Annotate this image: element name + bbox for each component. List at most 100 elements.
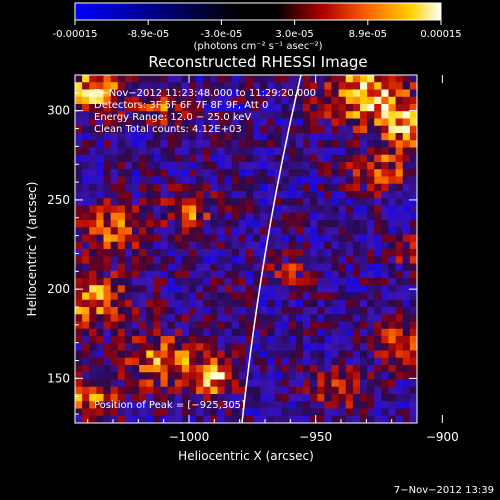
heatmap-cell bbox=[288, 314, 297, 322]
heatmap-cell bbox=[253, 314, 261, 322]
heatmap-cell bbox=[288, 154, 297, 163]
heatmap-cell bbox=[117, 169, 126, 177]
heatmap-cell bbox=[331, 140, 340, 148]
heatmap-cell bbox=[224, 328, 233, 337]
heatmap-cell bbox=[281, 328, 290, 337]
heatmap-cell bbox=[281, 241, 290, 250]
heatmap-cell bbox=[110, 147, 119, 156]
heatmap-cell bbox=[110, 321, 119, 330]
heatmap-cell bbox=[181, 104, 190, 112]
heatmap-cell bbox=[288, 394, 297, 402]
heatmap-cell bbox=[281, 372, 290, 380]
heatmap-cell bbox=[160, 89, 169, 98]
heatmap-cell bbox=[402, 75, 411, 83]
heatmap-cell bbox=[360, 394, 368, 402]
heatmap-cell bbox=[210, 278, 218, 286]
heatmap-cell bbox=[338, 125, 347, 134]
heatmap-cell bbox=[381, 75, 389, 83]
heatmap-cell bbox=[231, 299, 240, 308]
heatmap-cell bbox=[196, 205, 204, 214]
heatmap-cell bbox=[246, 89, 254, 98]
heatmap-cell bbox=[167, 162, 176, 170]
heatmap-cell bbox=[196, 75, 204, 83]
heatmap-cell bbox=[395, 176, 404, 185]
heatmap-cell bbox=[217, 336, 226, 344]
heatmap-cell bbox=[174, 125, 183, 134]
heatmap-cell bbox=[388, 365, 397, 373]
heatmap-cell bbox=[331, 147, 340, 156]
heatmap-cell bbox=[203, 111, 211, 119]
heatmap-cell bbox=[174, 212, 183, 221]
heatmap-cell bbox=[89, 256, 97, 264]
heatmap-cell bbox=[231, 343, 240, 351]
heatmap-cell bbox=[238, 321, 247, 330]
heatmap-cell bbox=[189, 220, 197, 228]
heatmap-cell bbox=[310, 176, 318, 185]
heatmap-cell bbox=[388, 176, 397, 185]
heatmap-cell bbox=[189, 176, 197, 185]
heatmap-cell bbox=[153, 263, 161, 272]
heatmap-cell bbox=[174, 415, 183, 423]
heatmap-cell bbox=[338, 234, 347, 243]
heatmap-cell bbox=[317, 256, 325, 264]
heatmap-cell bbox=[82, 104, 90, 112]
heatmap-cell bbox=[181, 299, 190, 308]
heatmap-cell bbox=[110, 278, 119, 286]
heatmap-cell bbox=[345, 96, 354, 105]
heatmap-cell bbox=[267, 321, 275, 330]
heatmap-cell bbox=[246, 75, 254, 83]
heatmap-cell bbox=[303, 111, 311, 119]
heatmap-cell bbox=[267, 386, 275, 395]
heatmap-cell bbox=[317, 394, 325, 402]
heatmap-cell bbox=[360, 191, 368, 199]
heatmap-cell bbox=[295, 401, 304, 409]
heatmap-cell bbox=[153, 336, 161, 344]
heatmap-cell bbox=[260, 357, 268, 366]
heatmap-cell bbox=[181, 75, 190, 83]
heatmap-cell bbox=[203, 212, 211, 221]
heatmap-cell bbox=[324, 343, 332, 351]
heatmap-cell bbox=[381, 307, 389, 315]
heatmap-cell bbox=[402, 394, 411, 402]
heatmap-cell bbox=[160, 147, 169, 156]
heatmap-cell bbox=[253, 328, 261, 337]
heatmap-cell bbox=[196, 191, 204, 199]
heatmap-cell bbox=[324, 154, 332, 163]
solar-limb-line bbox=[241, 75, 302, 423]
heatmap-cell bbox=[295, 111, 304, 119]
heatmap-cell bbox=[210, 96, 218, 105]
heatmap-cell bbox=[231, 263, 240, 272]
heatmap-cell bbox=[345, 415, 354, 423]
heatmap-cell bbox=[189, 104, 197, 112]
heatmap-cell bbox=[117, 111, 126, 119]
heatmap-cell bbox=[217, 307, 226, 315]
heatmap-cell bbox=[103, 154, 112, 163]
heatmap-cell bbox=[352, 336, 361, 344]
heatmap-cell bbox=[132, 183, 140, 192]
heatmap-cell bbox=[274, 365, 283, 373]
heatmap-cell bbox=[295, 263, 304, 272]
heatmap-cell bbox=[402, 386, 411, 395]
heatmap-cell bbox=[345, 220, 354, 228]
heatmap-cell bbox=[331, 118, 340, 127]
heatmap-cell bbox=[124, 357, 133, 366]
heatmap-cell bbox=[246, 176, 254, 185]
heatmap-cell bbox=[352, 212, 361, 221]
heatmap-cell bbox=[288, 415, 297, 423]
heatmap-cell bbox=[303, 169, 311, 177]
heatmap-cell bbox=[203, 169, 211, 177]
heatmap-cell bbox=[388, 292, 397, 301]
heatmap-cell bbox=[374, 350, 382, 359]
heatmap-cell bbox=[224, 176, 233, 185]
heatmap-cell bbox=[224, 198, 233, 206]
heatmap-cell bbox=[388, 278, 397, 286]
heatmap-cell bbox=[267, 234, 275, 243]
heatmap-cell bbox=[388, 75, 397, 83]
heatmap-cell bbox=[110, 350, 119, 359]
heatmap-cell bbox=[367, 328, 375, 337]
heatmap-cell bbox=[409, 147, 417, 156]
heatmap-cell bbox=[139, 314, 147, 322]
heatmap-cell bbox=[139, 75, 147, 83]
heatmap-cell bbox=[153, 256, 161, 264]
heatmap-cell bbox=[153, 220, 161, 228]
